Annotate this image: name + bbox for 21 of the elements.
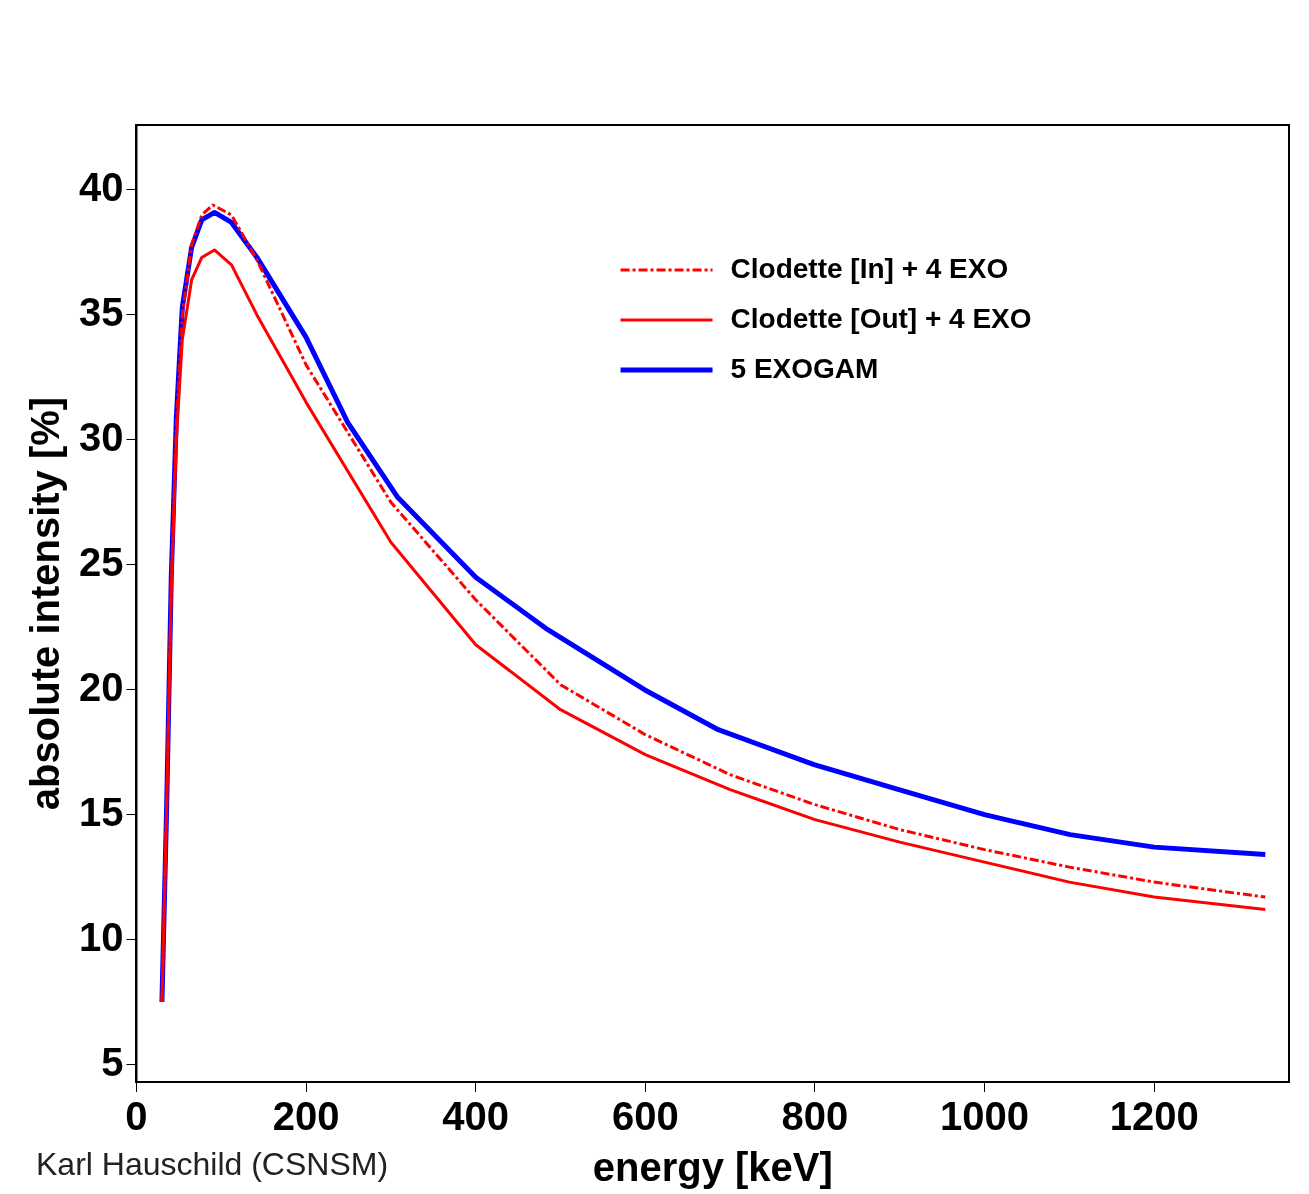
y-tick-label: 5 <box>101 1039 124 1084</box>
x-tick-label: 0 <box>125 1094 148 1139</box>
y-tick-label: 40 <box>78 165 124 209</box>
legend-label: Clodette [In] + 4 EXO <box>730 252 1009 284</box>
x-tick-label: 200 <box>272 1094 340 1139</box>
x-tick-label: 1200 <box>1109 1094 1199 1139</box>
y-tick-label: 15 <box>78 789 124 834</box>
legend-label: 5 EXOGAM <box>730 352 879 384</box>
y-tick-label: 20 <box>78 664 124 709</box>
x-tick-label: 1000 <box>940 1094 1030 1139</box>
text: Karl Hauschild (CSNSM) <box>36 1146 389 1183</box>
y-tick-label: 10 <box>78 914 124 959</box>
x-axis-title: energy [keV] <box>592 1145 833 1190</box>
x-tick-label: 800 <box>781 1094 849 1139</box>
y-tick-label: 35 <box>78 289 124 334</box>
x-tick-label: 600 <box>611 1094 679 1139</box>
y-axis-title: absolute intensity [%] <box>23 396 68 811</box>
legend-label: Clodette [Out] + 4 EXO <box>730 302 1032 334</box>
y-tick-label: 30 <box>78 414 124 459</box>
y-tick-label: 25 <box>78 539 124 584</box>
x-tick-label: 400 <box>442 1094 510 1139</box>
